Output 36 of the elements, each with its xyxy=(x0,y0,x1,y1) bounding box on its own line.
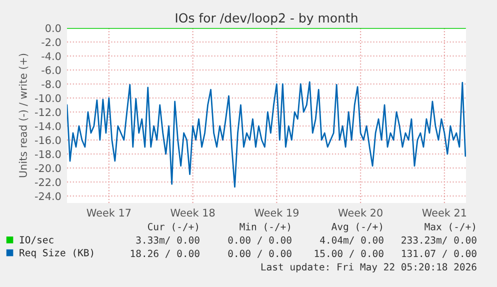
x-tick-label: Week 21 xyxy=(422,208,466,217)
y-tick-label: -2.0 xyxy=(42,38,61,46)
y-tick-label: 0.0 xyxy=(46,24,61,32)
text: 0.00 / 0.00 xyxy=(228,250,292,258)
line-series xyxy=(67,81,466,188)
text: 131.07 / 0.00 xyxy=(402,250,476,258)
y-tick-label: -24.0 xyxy=(35,192,61,200)
y-tick-label: -14.0 xyxy=(35,122,61,130)
text: 18.26 / 0.00 xyxy=(130,250,200,258)
y-tick-label: -20.0 xyxy=(35,164,61,172)
text: 233.23m/ 0.00 xyxy=(402,236,476,244)
legend-label: IO/sec xyxy=(20,236,54,244)
text: Max (-/+) xyxy=(424,222,475,232)
y-axis-title: Units read (-) / write (+) xyxy=(18,54,28,178)
legend-label: Req Size (KB) xyxy=(20,248,94,258)
x-tick-label: Week 20 xyxy=(338,208,382,217)
text: 0.00 / 0.00 xyxy=(228,236,292,244)
text: Cur (-/+) xyxy=(148,222,198,232)
y-tick-label: -22.0 xyxy=(35,178,61,186)
text: Last update: Fri May 22 05:20:18 2026 xyxy=(261,263,476,272)
text: Avg (-/+) xyxy=(332,222,382,232)
y-tick-label: -8.0 xyxy=(42,80,61,88)
text: Min (-/+) xyxy=(240,222,290,232)
text: 15.00 / 0.00 xyxy=(314,250,384,258)
text: 4.04m/ 0.00 xyxy=(320,236,384,244)
x-tick-label: Week 19 xyxy=(254,208,299,217)
text: 3.33m/ 0.00 xyxy=(136,236,200,244)
y-tick-label: -12.0 xyxy=(35,108,61,116)
y-tick-label: -4.0 xyxy=(42,52,61,60)
y-tick-label: -16.0 xyxy=(35,136,61,144)
y-tick-label: -10.0 xyxy=(35,94,61,102)
y-tick-label: -18.0 xyxy=(35,150,61,158)
x-tick-label: Week 18 xyxy=(170,208,215,217)
x-tick-label: Week 17 xyxy=(86,208,131,217)
y-tick-label: -6.0 xyxy=(42,66,61,74)
chart-title: IOs for /dev/loop2 - by month xyxy=(176,12,358,26)
